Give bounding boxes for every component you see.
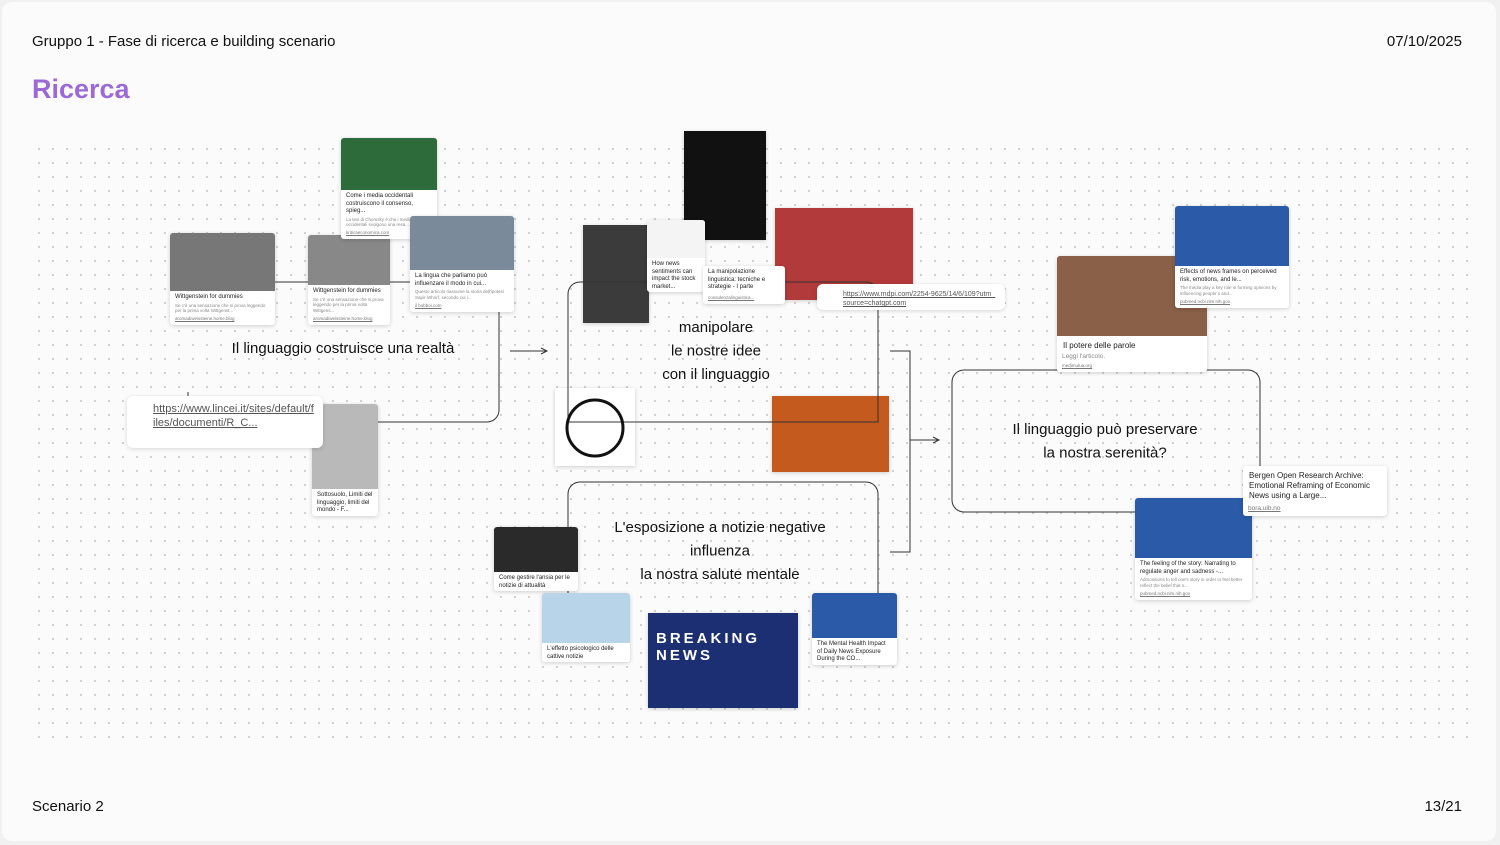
slide-title: Ricerca — [32, 74, 130, 104]
card-source: consulenzalinguistica... — [708, 294, 755, 300]
card-title: La manipolazione linguistica: tecniche e… — [708, 269, 766, 290]
card: Wittgenstein for dummies Se c'è una sensa… — [170, 233, 275, 326]
card-title: Bergen Open Research Archive: Emotional … — [1249, 471, 1370, 500]
card-image — [542, 593, 630, 643]
card-title: Come gestire l'ansia per le notizie di a… — [499, 575, 570, 589]
image — [583, 225, 649, 323]
card-description: Se c'è una sensazione che si prova legge… — [313, 296, 384, 314]
image — [648, 613, 798, 708]
card-source: kriticaeconomica.com — [346, 230, 390, 236]
card-image — [812, 593, 897, 638]
card: Effects of news frames on perceived risk… — [1175, 206, 1289, 308]
card: The Mental Health Impact of Daily News E… — [812, 593, 897, 665]
card-description: Admonitions to tell one's story in order… — [1140, 577, 1243, 588]
card: How news sentiments can impact the stock… — [647, 220, 705, 292]
card-source: aromadiweissteine.home.blog — [175, 316, 235, 322]
card-title: Wittgenstein for dummies — [313, 288, 381, 294]
page-number: 13/21 — [1424, 798, 1462, 815]
card-image — [1175, 206, 1289, 266]
header-date: 07/10/2025 — [1386, 33, 1462, 50]
link-card: https://www.lincei.it/sites/default/file… — [127, 396, 323, 448]
card-title: L'effetto psicologico delle cattive noti… — [547, 646, 614, 660]
card-title: Il potere delle parole — [1063, 341, 1136, 350]
card-title: How news sentiments can impact the stock… — [652, 261, 696, 290]
card: Bergen Open Research Archive: Emotional … — [1243, 466, 1387, 516]
card-image — [170, 233, 275, 291]
card-image — [341, 138, 437, 190]
card: Come gestire l'ansia per le notizie di a… — [494, 527, 578, 591]
card-image — [647, 220, 705, 258]
card-description: Se c'è una sensazione che si prova legge… — [175, 302, 266, 314]
card-title: Come i media occidentali costruiscono il… — [346, 193, 414, 214]
card-title: Effects of news frames on perceived risk… — [1180, 269, 1277, 283]
card-description: Questo articolo riassume la storia dell'… — [415, 289, 504, 300]
card-source: pubmed.ncbi.nlm.nih.gov — [1180, 298, 1231, 304]
card: The feeling of the story: Narrating to r… — [1135, 498, 1252, 600]
card-source: bora.uib.no — [1248, 505, 1281, 512]
card-description: La tesi di Chomsky è che i media occiden… — [346, 216, 413, 228]
card-source: il bobboi.com — [415, 302, 442, 308]
link-card: https://www.mdpi.com/2254-9625/14/6/109?… — [817, 284, 1005, 310]
card-source: medimutua.org — [1062, 363, 1093, 369]
card: L'effetto psicologico delle cattive noti… — [542, 593, 630, 662]
card-title: Wittgenstein for dummies — [175, 294, 243, 300]
card-title: Sottosuolo, Limiti del linguaggio, limit… — [317, 492, 373, 513]
card: Sottosuolo, Limiti del linguaggio, limit… — [312, 404, 378, 516]
card: La lingua che parliamo può influenzare i… — [410, 216, 514, 312]
header-left: Gruppo 1 - Fase di ricerca e building sc… — [32, 33, 336, 50]
card: Wittgenstein for dummies Se c'è una sensa… — [308, 235, 390, 326]
card-image — [494, 527, 578, 572]
card-description: The media play a key role in forming opi… — [1180, 285, 1277, 296]
image — [772, 396, 889, 472]
card-title: The feeling of the story: Narrating to r… — [1140, 561, 1236, 575]
card-image — [312, 404, 378, 489]
card-image — [1135, 498, 1252, 558]
card-source: pubmed.ncbi.nlm.nih.gov — [1140, 590, 1191, 596]
card-description: Leggi l'articolo. — [1062, 353, 1106, 360]
card-title: The Mental Health Impact of Daily News E… — [817, 641, 886, 662]
image-text: BREAKING NEWS — [656, 630, 761, 664]
card: La manipolazione linguistica: tecniche e… — [703, 266, 785, 304]
card-source: aromadiweissteine.home.blog — [313, 316, 373, 322]
card-image — [410, 216, 514, 270]
card-image — [308, 235, 390, 285]
card-title: La lingua che parliamo può influenzare i… — [415, 273, 488, 287]
footer-left: Scenario 2 — [32, 798, 104, 815]
